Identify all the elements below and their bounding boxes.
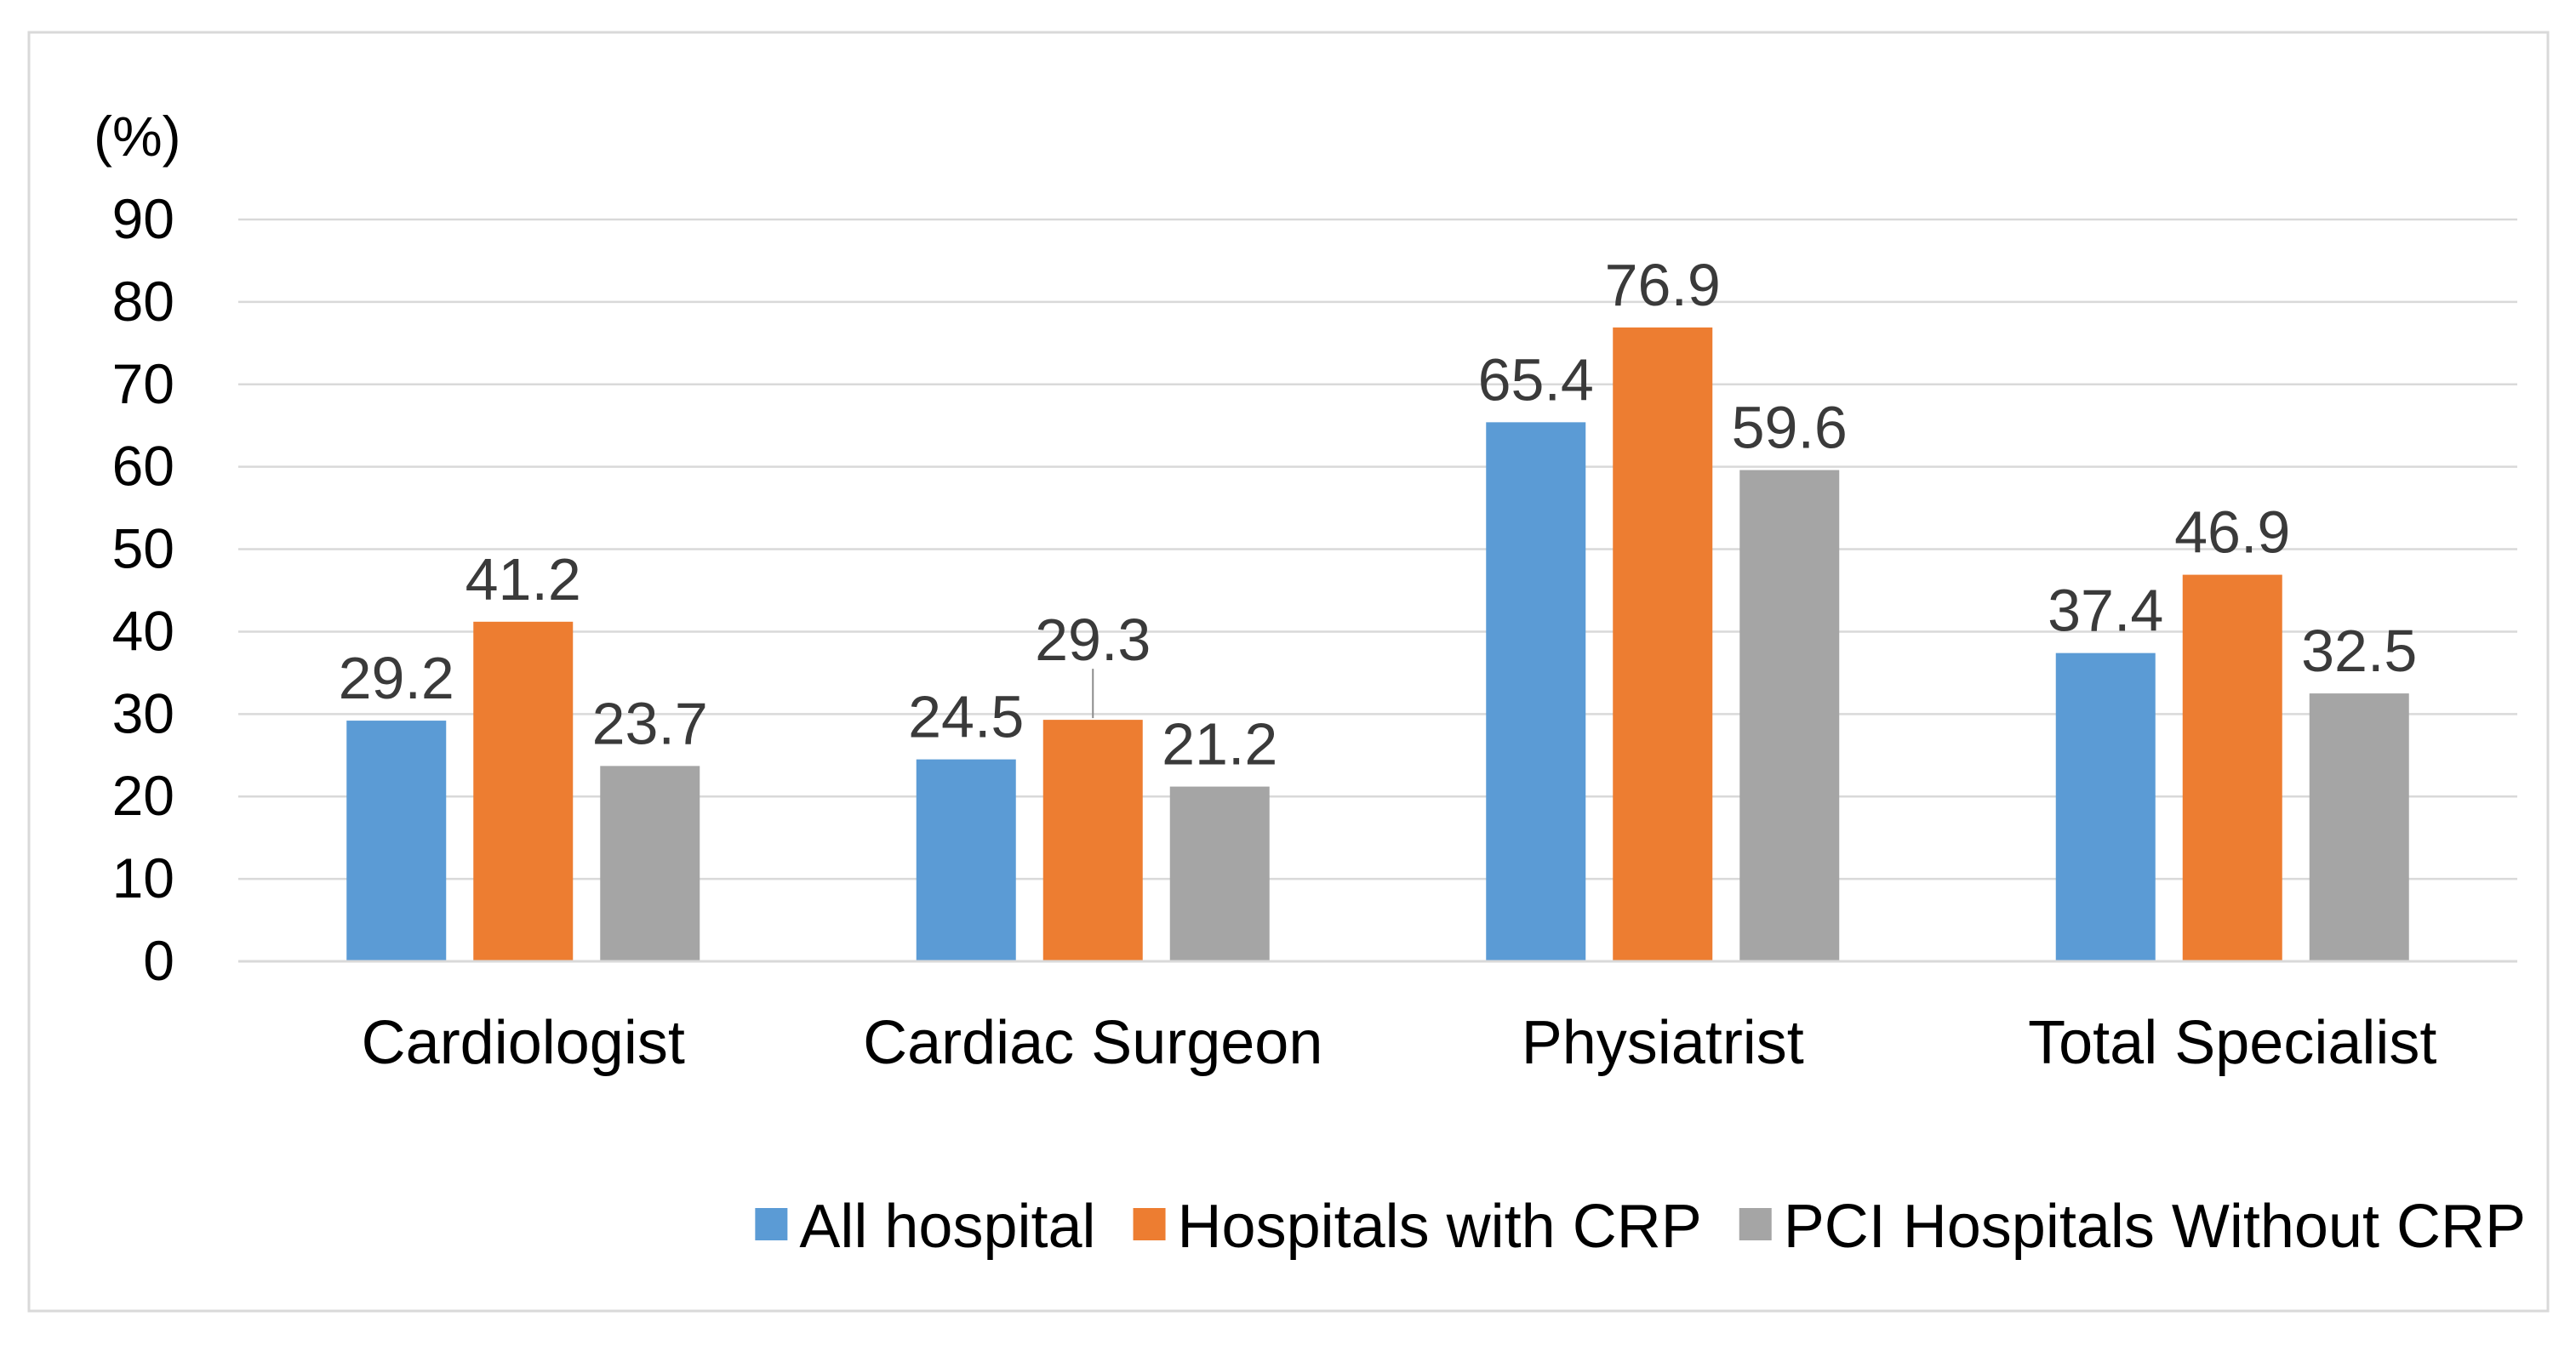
bar-all-hospital-total-specialist xyxy=(2055,653,2156,961)
legend: All hospital Hospitals with CRP PCI Hospit… xyxy=(755,1193,2526,1261)
legend-item: PCI Hospitals Without CRP xyxy=(1739,1193,2526,1261)
bar-hospitals-with-crp-cardiologist xyxy=(473,621,574,961)
data-labels: 29.241.2 23.7 24.529.321.2 65.476.9 59.6 37.4… xyxy=(339,252,2418,778)
x-category-label: Total Specialist xyxy=(2028,1009,2436,1077)
data-label: 65.4 xyxy=(1478,346,1594,413)
y-tick-label: 10 xyxy=(112,846,174,909)
y-tick-label: 20 xyxy=(112,764,174,827)
bar-hospitals-with-crp-physiatrist xyxy=(1613,327,1713,961)
axes: 0 10 20 30 40 50 60 70 80 90 (%) Cardiologist Cardia… xyxy=(94,105,2517,1077)
bar-pci-hospitals-without-crp-physiatrist xyxy=(1739,470,1840,961)
bar-hospitals-with-crp-total-specialist xyxy=(2182,574,2282,961)
y-axis-label: (%) xyxy=(94,105,181,168)
y-tick-label: 80 xyxy=(112,270,174,333)
bars xyxy=(346,327,2409,961)
data-label: 29.3 xyxy=(1035,607,1151,673)
data-label: 32.5 xyxy=(2301,618,2417,684)
legend-label: All hospital xyxy=(799,1193,1095,1261)
data-label: 23.7 xyxy=(592,690,708,756)
legend-item: Hospitals with CRP xyxy=(1133,1193,1702,1261)
data-label: 21.2 xyxy=(1162,711,1277,778)
y-tick-label: 50 xyxy=(112,517,174,580)
y-tick-label: 40 xyxy=(112,599,174,662)
data-label: 29.2 xyxy=(339,645,454,711)
legend-label: PCI Hospitals Without CRP xyxy=(1784,1193,2526,1261)
data-label: 46.9 xyxy=(2174,499,2290,566)
y-tick-label: 30 xyxy=(112,681,174,744)
x-category-label: Cardiologist xyxy=(362,1009,685,1077)
bar-all-hospital-cardiologist xyxy=(346,721,447,961)
y-tick-label: 0 xyxy=(143,929,174,992)
bar-all-hospital-physiatrist xyxy=(1486,422,1586,961)
data-label: 76.9 xyxy=(1605,252,1721,318)
y-tick-label: 60 xyxy=(112,435,174,498)
bar-all-hospital-cardiac-surgeon xyxy=(916,759,1016,961)
legend-swatch xyxy=(755,1208,788,1240)
legend-swatch xyxy=(1133,1208,1166,1240)
legend-swatch xyxy=(1739,1208,1772,1240)
legend-label: Hospitals with CRP xyxy=(1178,1193,1702,1261)
bar-hospitals-with-crp-cardiac-surgeon xyxy=(1042,720,1143,961)
y-tick-label: 70 xyxy=(112,352,174,415)
data-label: 59.6 xyxy=(1732,395,1848,461)
bar-pci-hospitals-without-crp-total-specialist xyxy=(2309,693,2409,961)
x-category-label: Cardiac Surgeon xyxy=(863,1009,1322,1077)
data-label: 24.5 xyxy=(908,684,1024,750)
legend-item: All hospital xyxy=(755,1193,1096,1261)
bar-pci-hospitals-without-crp-cardiac-surgeon xyxy=(1169,786,1270,961)
y-tick-label: 90 xyxy=(112,187,174,250)
data-label: 37.4 xyxy=(2048,578,2163,644)
x-category-label: Physiatrist xyxy=(1522,1009,1804,1077)
bar-pci-hospitals-without-crp-cardiologist xyxy=(600,766,700,961)
data-label: 41.2 xyxy=(466,546,581,613)
